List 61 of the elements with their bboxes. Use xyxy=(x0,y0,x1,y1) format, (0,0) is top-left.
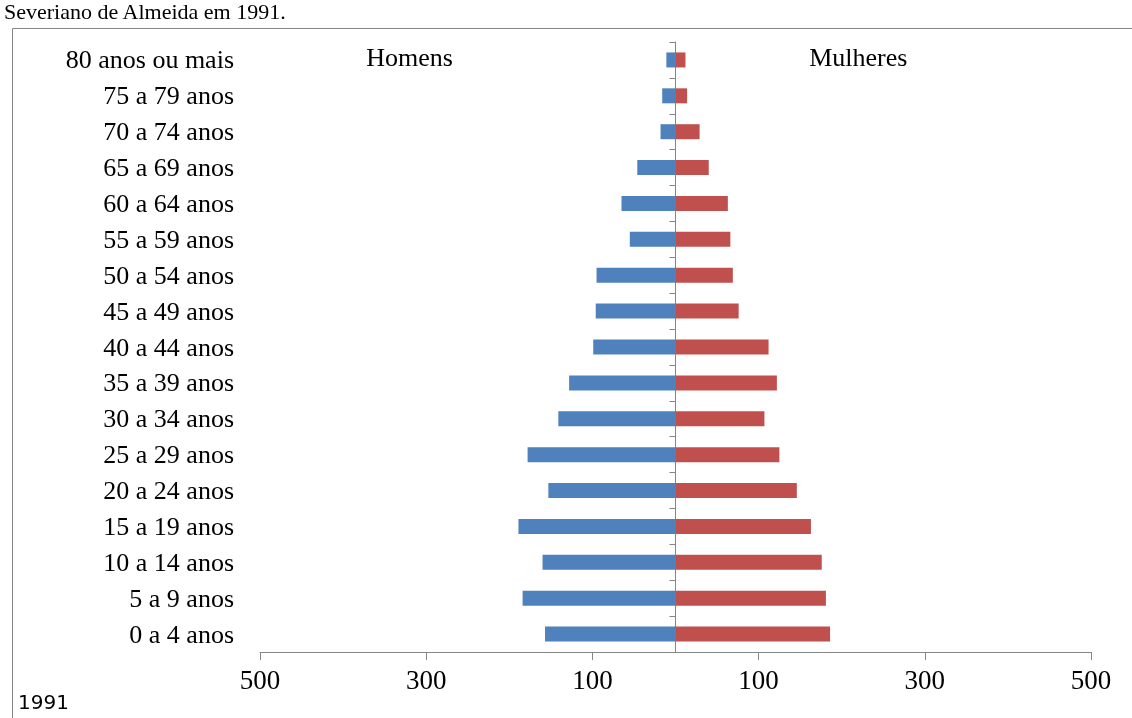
bar xyxy=(522,590,676,606)
bar xyxy=(666,52,676,68)
bar xyxy=(675,411,765,427)
bar xyxy=(595,303,676,319)
bar xyxy=(675,375,777,391)
y-tick-label: 5 a 9 anos xyxy=(129,583,234,613)
y-tick-label: 15 a 19 anos xyxy=(103,511,234,541)
y-tick-label: 0 a 4 anos xyxy=(129,619,234,649)
y-tick-label: 25 a 29 anos xyxy=(103,440,234,470)
bar xyxy=(660,124,676,140)
bar xyxy=(569,375,676,391)
y-tick-label: 50 a 54 anos xyxy=(103,260,234,290)
bar xyxy=(545,626,676,642)
x-tick-label: 500 xyxy=(239,664,281,695)
x-tick-label: 100 xyxy=(572,664,613,695)
bar xyxy=(542,554,676,570)
y-tick-label: 10 a 14 anos xyxy=(103,547,234,577)
bar xyxy=(675,231,731,247)
y-tick-label: 20 a 24 anos xyxy=(103,476,234,506)
bar xyxy=(675,52,686,68)
bar xyxy=(629,231,676,247)
bar xyxy=(675,339,769,355)
bar xyxy=(675,626,831,642)
bar xyxy=(675,195,728,211)
bar xyxy=(593,339,676,355)
bar xyxy=(675,267,733,283)
chart-title: Severiano de Almeida em 1991. xyxy=(4,0,286,24)
y-tick-label: 40 a 44 anos xyxy=(103,332,234,362)
bar xyxy=(675,160,709,176)
y-tick-label: 65 a 69 anos xyxy=(103,153,234,183)
bar xyxy=(558,411,676,427)
bar xyxy=(675,303,739,319)
x-tick-label: 300 xyxy=(904,664,946,695)
text: 1991 xyxy=(18,690,69,714)
bar xyxy=(675,554,822,570)
bar xyxy=(527,447,676,463)
bar xyxy=(596,267,676,283)
bar xyxy=(621,195,676,211)
bar xyxy=(675,447,780,463)
y-tick-label: 35 a 39 anos xyxy=(103,368,234,398)
y-tick-label: 45 a 49 anos xyxy=(103,296,234,326)
bar xyxy=(548,483,676,499)
x-tick-label: 500 xyxy=(1070,664,1112,695)
y-tick-label: 80 anos ou mais xyxy=(65,45,234,75)
bar xyxy=(637,160,676,176)
annotation: Homens xyxy=(366,42,453,72)
annotation: Mulheres xyxy=(809,42,908,72)
y-tick-label: 60 a 64 anos xyxy=(103,188,234,218)
bar xyxy=(675,88,688,104)
bar xyxy=(675,483,797,499)
y-tick-label: 30 a 34 anos xyxy=(103,404,234,434)
y-tick-label: 55 a 59 anos xyxy=(103,224,234,254)
bar xyxy=(675,124,700,140)
y-tick-label: 75 a 79 anos xyxy=(103,81,234,111)
bar xyxy=(662,88,676,104)
bar xyxy=(675,518,811,534)
bar xyxy=(675,590,826,606)
x-tick-label: 100 xyxy=(738,664,779,695)
x-tick-label: 300 xyxy=(405,664,447,695)
bar xyxy=(518,518,676,534)
y-tick-label: 70 a 74 anos xyxy=(103,117,234,147)
